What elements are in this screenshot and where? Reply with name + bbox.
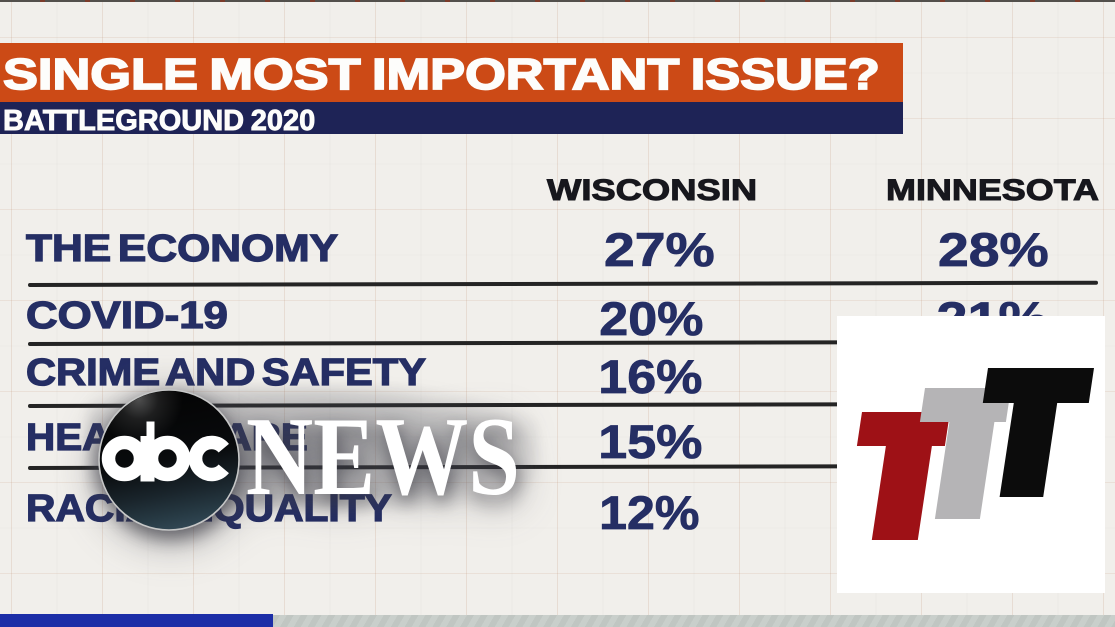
svg-text:NEWS: NEWS bbox=[246, 395, 520, 519]
